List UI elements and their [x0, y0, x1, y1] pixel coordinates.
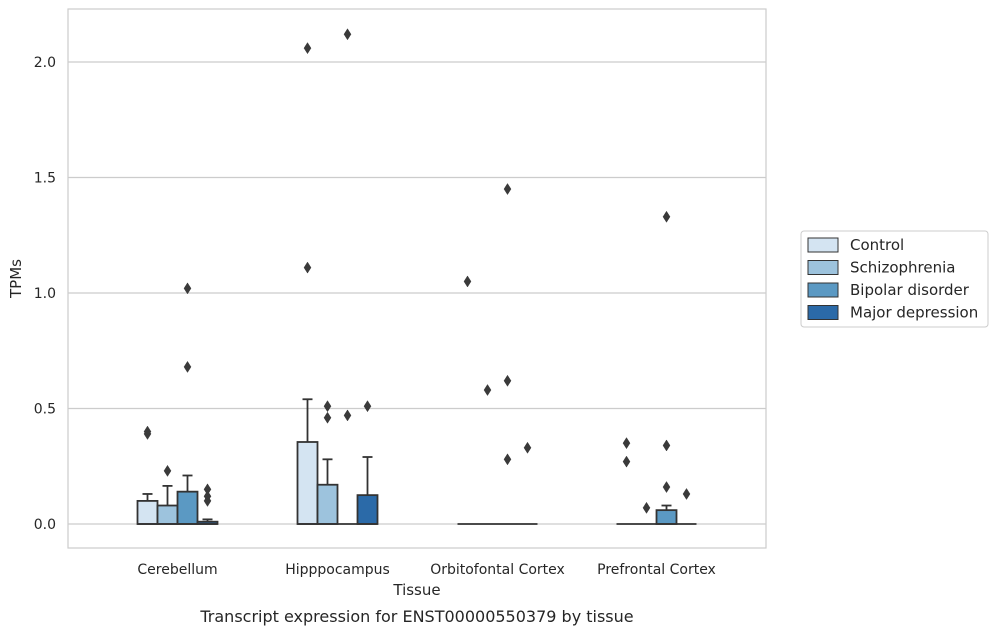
outlier-point	[323, 400, 332, 413]
x-tick-label: Hipppocampus	[285, 562, 390, 578]
plot-frame	[67, 8, 767, 549]
outlier-point	[662, 439, 671, 452]
box-group	[136, 425, 159, 525]
box-group	[356, 400, 379, 525]
x-tick-label: Orbitofontal Cortex	[430, 562, 565, 578]
legend-frame	[800, 230, 989, 328]
outlier-point	[203, 490, 212, 503]
box-group	[655, 210, 678, 525]
y-tick-label: 2.0	[34, 55, 56, 71]
outlier-point	[363, 400, 372, 413]
box-group	[517, 441, 538, 525]
outlier-point	[622, 455, 631, 468]
outlier-point	[662, 210, 671, 223]
outlier-point	[163, 464, 172, 477]
y-tick-label: 0.0	[34, 517, 56, 533]
outlier-point	[303, 42, 312, 55]
box-group	[676, 488, 697, 525]
box	[655, 509, 678, 525]
legend-label: Schizophrenia	[850, 259, 955, 277]
box-group	[636, 501, 657, 525]
outlier-point	[523, 441, 532, 454]
legend: Control Schizophrenia Bipolar disorder Majo…	[800, 230, 989, 328]
legend-label: Bipolar disorder	[850, 281, 970, 299]
legend-swatch	[807, 237, 839, 253]
outlier-point	[183, 282, 192, 295]
outlier-point	[323, 411, 332, 424]
legend-swatch	[807, 282, 839, 298]
legend-label: Control	[850, 236, 904, 254]
outlier-point	[143, 425, 152, 438]
box-group	[316, 400, 339, 525]
outlier-point	[343, 28, 352, 41]
outlier-point	[303, 261, 312, 274]
box-group	[156, 464, 179, 525]
chart-caption: Transcript expression for ENST0000055037…	[199, 607, 633, 626]
y-tick-label: 1.5	[34, 171, 56, 187]
outlier-point	[622, 437, 631, 450]
box	[316, 483, 339, 525]
outlier-point	[183, 360, 192, 373]
box	[136, 499, 159, 525]
y-tick-label: 1.0	[34, 286, 56, 302]
outlier-point	[203, 483, 212, 496]
x-tick-label: Cerebellum	[137, 562, 217, 578]
outlier-point	[682, 488, 691, 500]
outlier-point	[343, 409, 352, 422]
legend-swatch	[807, 260, 839, 275]
box-group	[296, 42, 319, 525]
legend-label: Major depression	[850, 304, 978, 322]
box	[176, 490, 199, 525]
box	[296, 441, 319, 525]
x-axis-ticks: Cerebellum Hipppocampus Orbitofontal Corte…	[137, 562, 715, 578]
outlier-point	[503, 374, 512, 387]
box-group	[497, 183, 518, 525]
y-axis-title: TPMs	[7, 259, 25, 299]
outlier-point	[463, 275, 472, 288]
outlier-point	[503, 453, 512, 466]
box	[356, 494, 379, 525]
y-tick-label: 0.5	[34, 402, 56, 418]
box-group	[616, 437, 637, 525]
legend-swatch	[807, 305, 839, 320]
box	[156, 504, 179, 525]
outlier-point	[662, 481, 671, 494]
outlier-point	[503, 183, 512, 196]
x-tick-label: Prefrontal Cortex	[597, 562, 716, 578]
box-group	[176, 282, 199, 525]
box-group	[457, 275, 478, 525]
y-axis-ticks: 0.0 0.5 1.0 1.5 2.0	[34, 55, 56, 533]
box-plots	[136, 28, 697, 525]
outlier-point	[483, 384, 492, 396]
grid-lines	[68, 61, 766, 525]
box-group	[337, 28, 358, 525]
box-group	[196, 483, 219, 525]
box-group	[477, 384, 498, 525]
outlier-point	[642, 501, 651, 514]
x-axis-title: Tissue	[392, 581, 440, 599]
